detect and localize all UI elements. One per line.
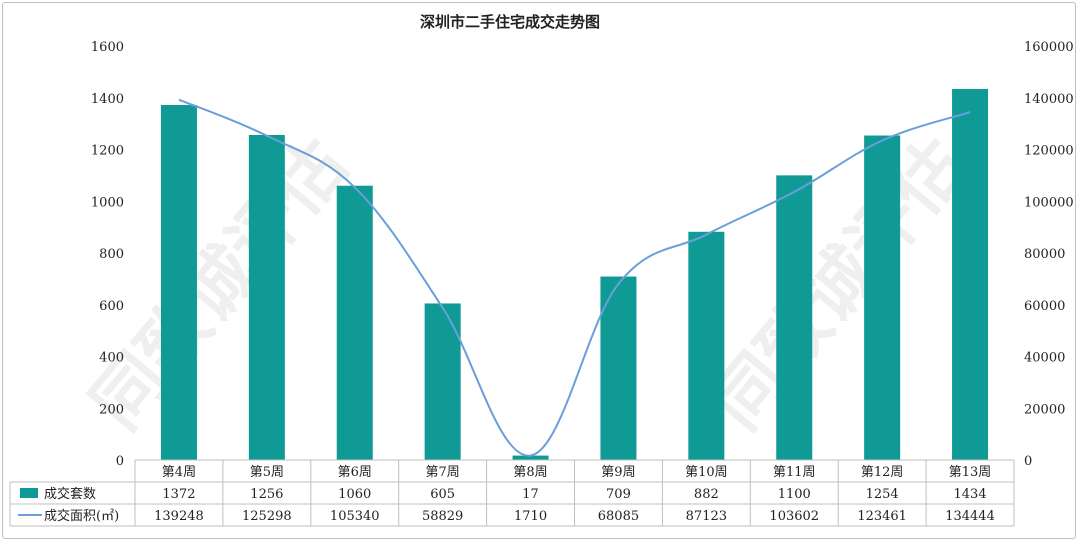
table-value-line: 68085 [598,509,639,524]
bar [952,88,989,460]
x-category-label: 第4周 [162,465,196,480]
y-left-tick-label: 1400 [91,92,124,107]
bar [160,104,197,461]
x-category-label: 第7周 [426,465,460,480]
x-category-label: 第6周 [338,465,372,480]
y-left-tick-label: 1200 [91,144,124,159]
legend-line-name: 成交面积(㎡) [44,508,119,524]
bar [512,455,549,460]
table-value-bar: 709 [606,487,631,502]
x-category-label: 第12周 [861,465,904,480]
table-value-line: 123461 [857,509,907,524]
table-value-bar: 1254 [866,487,899,502]
table-value-line: 125298 [242,509,292,524]
y-right-tick-label: 120000 [1024,144,1074,159]
bar [336,185,373,460]
y-left-tick-label: 1000 [91,195,124,210]
table-value-bar: 1060 [338,487,371,502]
axes: 0 200 400 600 800 1000 1200 1400 1600 0 20000 40000… [91,40,1074,469]
legend-bar-swatch [20,488,38,498]
y-right-tick-label: 160000 [1024,40,1074,55]
table-value-bar: 605 [430,487,455,502]
table-value-bar: 1372 [162,487,195,502]
table-value-line: 134444 [945,509,995,524]
line-layer [178,98,971,457]
data-table: 第4周 第5周 第6周 第7周 第8周 第9周 第10周 第11周 第12周 第13周成交套数成交… [9,459,1015,527]
y-left-tick-label: 1600 [91,40,124,55]
table-value-bar: 17 [522,487,539,502]
table-value-bar: 1434 [954,487,987,502]
table-value-line: 139248 [154,509,204,524]
x-category-label: 第10周 [685,465,728,480]
legend-bar-name: 成交套数 [44,486,96,502]
bar [248,135,285,460]
table-value-bar: 1256 [250,487,283,502]
table-value-line: 1710 [514,509,547,524]
table-value-bar: 1100 [778,487,811,502]
y-left-tick-label: 200 [99,402,124,417]
y-right-tick-label: 20000 [1024,402,1065,417]
table-value-line: 87123 [686,509,727,524]
y-right-tick-label: 140000 [1024,92,1074,107]
table-value-line: 58829 [422,509,463,524]
y-left-tick-label: 800 [99,247,124,262]
chart-title: 深圳市二手住宅成交走势图 [420,13,600,31]
y-right-tick-label: 40000 [1024,351,1065,366]
y-left-tick-label: 400 [99,351,124,366]
table-value-line: 103602 [769,509,819,524]
bar [600,276,637,460]
table-value-line: 105340 [330,509,380,524]
y-left-tick-label: 600 [99,299,124,314]
y-left-tick-label: 0 [116,454,124,469]
table-value-bar: 882 [694,487,719,502]
y-right-tick-label: 80000 [1024,247,1065,262]
x-category-label: 第8周 [513,465,547,480]
x-category-label: 第5周 [250,465,284,480]
bar [864,135,901,460]
y-right-tick-label: 0 [1024,454,1032,469]
y-right-tick-label: 60000 [1024,299,1065,314]
x-category-label: 第13周 [949,465,992,480]
bar [424,303,461,460]
x-category-label: 第9周 [601,465,635,480]
x-category-label: 第11周 [773,465,816,480]
bar [688,231,725,460]
bar [776,175,813,460]
y-right-tick-label: 100000 [1024,195,1074,210]
series-line [178,98,971,457]
